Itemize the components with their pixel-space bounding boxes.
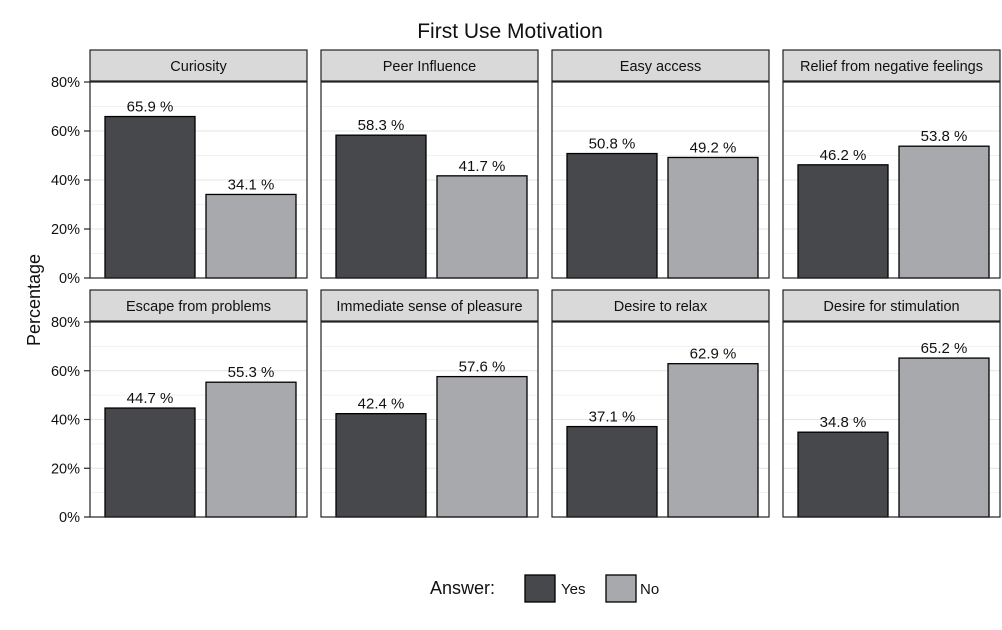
legend-label: Yes xyxy=(561,581,585,598)
y-tick-label: 0% xyxy=(59,271,80,287)
data-label: 57.6 % xyxy=(459,359,506,376)
y-tick-label: 20% xyxy=(51,461,80,477)
facet-strip xyxy=(89,49,308,82)
panel-border xyxy=(551,321,770,518)
facet-title: Curiosity xyxy=(170,59,227,75)
bar-yes xyxy=(566,152,658,279)
panel-border xyxy=(320,321,539,518)
data-label: 34.1 % xyxy=(228,176,275,193)
data-label: 62.9 % xyxy=(690,346,737,363)
bar-no xyxy=(205,193,297,279)
facet-strip xyxy=(89,289,308,322)
panel-border xyxy=(782,81,1001,279)
panel-border xyxy=(320,81,539,279)
bar-no xyxy=(205,381,297,518)
bar-no xyxy=(667,156,759,279)
data-label: 50.8 % xyxy=(589,136,636,153)
bar-no xyxy=(898,145,990,279)
bar-yes xyxy=(335,134,427,279)
y-tick-label: 60% xyxy=(51,364,80,380)
bar-no xyxy=(436,175,528,279)
facet-title: Immediate sense of pleasure xyxy=(336,299,522,315)
facet-strip xyxy=(320,289,539,322)
y-tick-label: 0% xyxy=(59,510,80,526)
legend-title: Answer: xyxy=(430,578,495,598)
panel-border xyxy=(551,81,770,279)
data-label: 37.1 % xyxy=(589,409,636,426)
bar-yes xyxy=(104,115,196,279)
facet-strip xyxy=(551,289,770,322)
facet-strip xyxy=(320,49,539,82)
y-tick-label: 40% xyxy=(51,173,80,189)
facet-title: Relief from negative feelings xyxy=(800,59,983,75)
bar-yes xyxy=(566,425,658,518)
bar-no xyxy=(898,357,990,518)
legend-label: No xyxy=(640,581,659,598)
legend-swatch xyxy=(524,574,556,603)
facet-title: Desire for stimulation xyxy=(823,299,959,315)
bar-yes xyxy=(797,164,889,279)
y-axis-label: Percentage xyxy=(24,254,44,346)
facet-title: Desire to relax xyxy=(614,299,708,315)
y-tick-label: 40% xyxy=(51,413,80,429)
y-tick-label: 60% xyxy=(51,124,80,140)
data-label: 58.3 % xyxy=(358,117,405,134)
data-label: 55.3 % xyxy=(228,364,275,381)
bar-no xyxy=(436,375,528,518)
facet-title: Peer Influence xyxy=(383,59,477,75)
data-label: 44.7 % xyxy=(127,390,174,407)
facet-strip xyxy=(782,49,1001,82)
y-tick-label: 80% xyxy=(51,75,80,91)
bar-yes xyxy=(335,412,427,518)
data-label: 42.4 % xyxy=(358,396,405,413)
data-label: 65.2 % xyxy=(921,340,968,357)
facet-strip xyxy=(551,49,770,82)
data-label: 65.9 % xyxy=(127,99,174,116)
y-tick-label: 80% xyxy=(51,315,80,331)
data-label: 49.2 % xyxy=(690,139,737,156)
facet-title: Easy access xyxy=(620,59,701,75)
data-label: 41.7 % xyxy=(459,158,506,175)
facet-title: Escape from problems xyxy=(126,299,271,315)
facet-strip xyxy=(782,289,1001,322)
panel-border xyxy=(782,321,1001,518)
data-label: 46.2 % xyxy=(820,147,867,164)
data-label: 34.8 % xyxy=(820,414,867,431)
chart-title: First Use Motivation xyxy=(417,20,603,43)
legend-swatch xyxy=(605,574,637,603)
y-tick-label: 20% xyxy=(51,222,80,238)
bar-yes xyxy=(104,407,196,518)
bar-yes xyxy=(797,431,889,518)
data-label: 53.8 % xyxy=(921,128,968,145)
bar-no xyxy=(667,363,759,518)
